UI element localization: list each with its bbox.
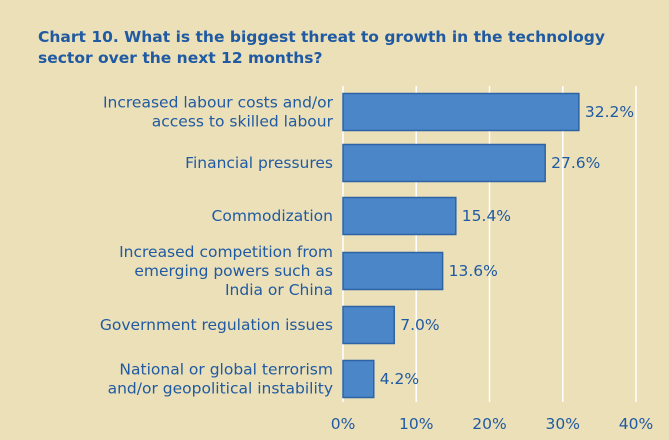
value-label: 32.2% <box>585 103 634 121</box>
bar <box>342 359 375 399</box>
category-label: National or global terrorism and/or geopo… <box>108 361 333 398</box>
value-label: 4.2% <box>380 370 419 388</box>
category-label: Government regulation issues <box>100 316 333 334</box>
x-tick-label: 0% <box>331 415 356 433</box>
bar <box>342 92 580 132</box>
value-label: 27.6% <box>551 154 600 172</box>
bar <box>342 143 546 183</box>
value-label: 7.0% <box>400 316 439 334</box>
chart-title: Chart 10. What is the biggest threat to … <box>38 28 605 67</box>
x-tick-label: 30% <box>546 415 580 433</box>
value-label: 15.4% <box>462 207 511 225</box>
bar <box>342 251 444 291</box>
x-tick-label: 20% <box>472 415 506 433</box>
x-tick-label: 40% <box>619 415 653 433</box>
category-label: Financial pressures <box>185 154 333 172</box>
bar <box>342 305 396 345</box>
category-label: Increased competition from emerging power… <box>119 243 333 299</box>
x-tick-label: 10% <box>399 415 433 433</box>
bar <box>342 196 457 236</box>
value-label: 13.6% <box>449 262 498 280</box>
category-label: Increased labour costs and/or access to s… <box>103 94 334 131</box>
category-label: Commodization <box>212 207 333 225</box>
